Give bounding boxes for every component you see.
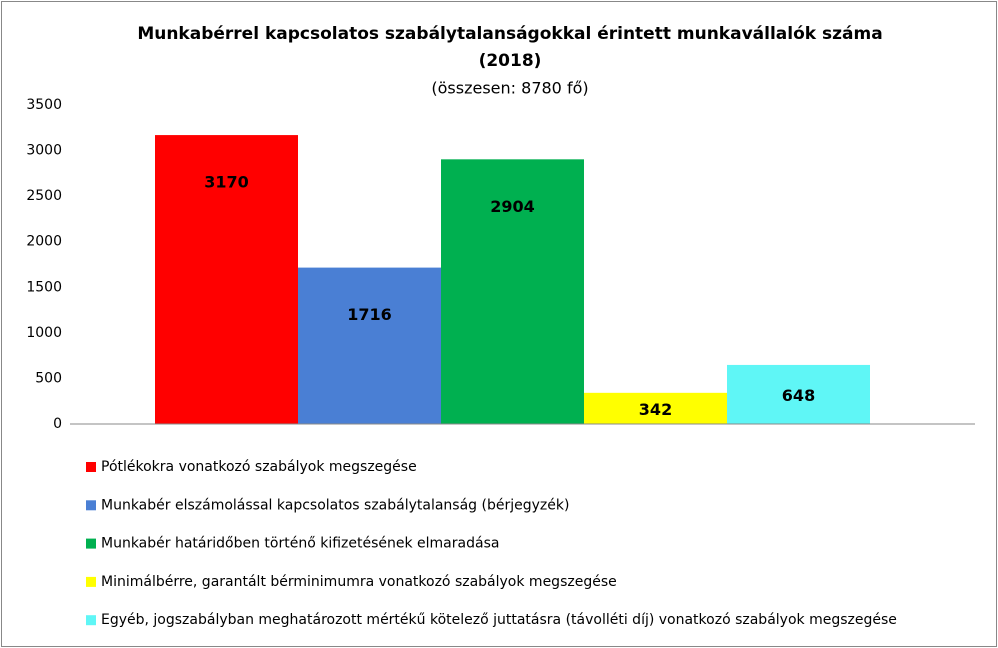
legend-label: Pótlékokra vonatkozó szabályok megszegés…: [101, 459, 417, 475]
legend-swatch: [86, 462, 96, 472]
bar: [727, 364, 870, 424]
y-tick-label: 3500: [26, 97, 62, 113]
legend-swatch: [86, 500, 96, 511]
chart-title: (2018): [479, 51, 542, 71]
y-tick-label: 3000: [26, 143, 62, 159]
data-label: 648: [782, 386, 815, 405]
legend-swatch: [86, 615, 96, 626]
y-tick-label: 2000: [26, 234, 62, 250]
data-label: 342: [639, 400, 672, 419]
legend-swatch: [86, 538, 96, 549]
y-tick-label: 1000: [26, 325, 62, 341]
chart-subtitle: (összesen: 8780 fő): [431, 79, 588, 98]
legend-swatch: [86, 576, 96, 587]
y-tick-label: 2500: [26, 188, 62, 204]
bar: [155, 135, 298, 424]
bar: [584, 392, 727, 424]
legend-label: Minimálbérre, garantált bérminimumra von…: [101, 574, 617, 590]
legend-label: Munkabér határidőben történő kifizetésén…: [101, 536, 499, 552]
data-label: 3170: [204, 173, 249, 192]
chart-title: Munkabérrel kapcsolatos szabálytalanságo…: [137, 24, 882, 44]
data-label: 2904: [490, 197, 535, 216]
y-tick-label: 1500: [26, 279, 62, 295]
y-tick-label: 500: [35, 370, 62, 386]
bar: [441, 159, 584, 424]
bar: [298, 267, 441, 424]
legend-label: Egyéb, jogszabályban meghatározott mérté…: [101, 612, 897, 628]
data-label: 1716: [347, 305, 392, 324]
y-tick-label: 0: [53, 416, 62, 432]
legend-label: Munkabér elszámolással kapcsolatos szabá…: [101, 497, 569, 513]
